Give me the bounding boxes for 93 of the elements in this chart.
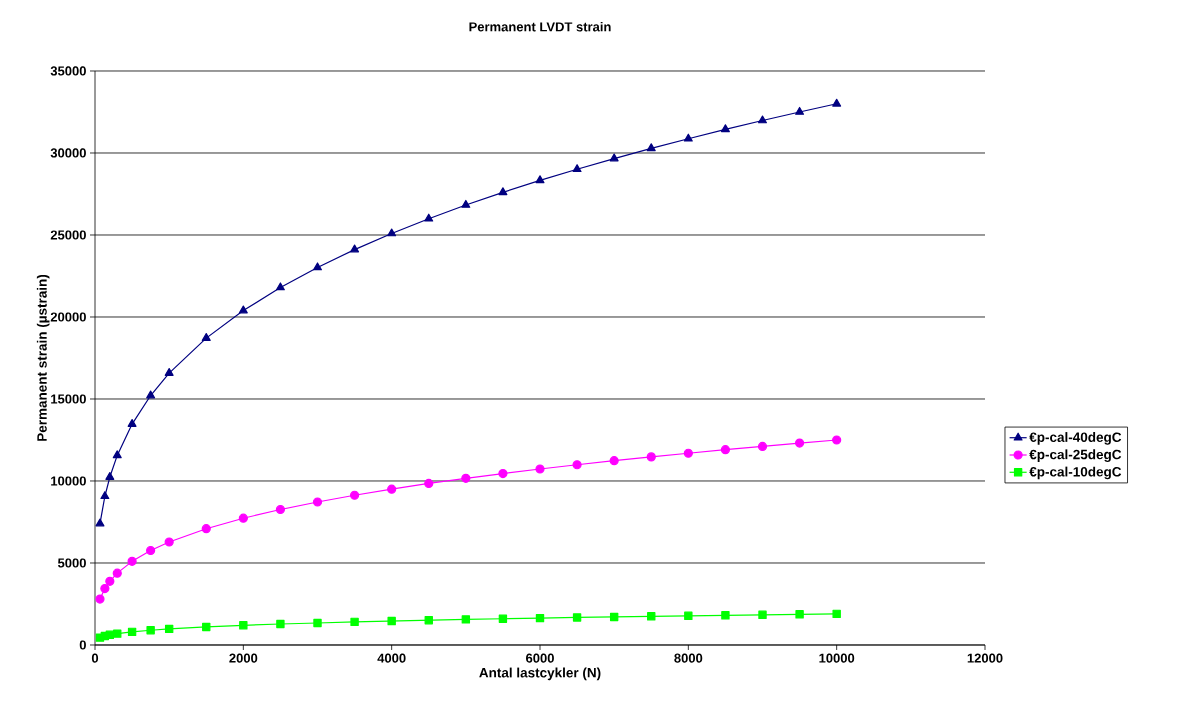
point bbox=[683, 133, 693, 142]
point bbox=[498, 469, 508, 479]
point bbox=[498, 614, 508, 623]
y-axis-title: Permanent strain (µstrain) bbox=[36, 274, 50, 441]
point bbox=[201, 524, 211, 534]
legend-label: €p-cal-10degC bbox=[1029, 466, 1122, 480]
point bbox=[164, 624, 174, 634]
point bbox=[127, 418, 137, 427]
point bbox=[757, 441, 768, 451]
point bbox=[313, 262, 322, 271]
y-tick-label: 20000 bbox=[50, 312, 86, 322]
x-tick-label: 8000 bbox=[674, 653, 703, 663]
point bbox=[424, 616, 433, 625]
point bbox=[276, 619, 285, 629]
point bbox=[387, 228, 397, 237]
point bbox=[387, 484, 397, 494]
point bbox=[127, 556, 137, 566]
point bbox=[424, 213, 434, 222]
point bbox=[95, 594, 105, 604]
y-tick-label: 30000 bbox=[50, 148, 86, 158]
point bbox=[832, 435, 842, 445]
point bbox=[683, 448, 693, 458]
point bbox=[349, 490, 360, 500]
x-tick-label: 10000 bbox=[819, 653, 855, 663]
point bbox=[646, 452, 656, 462]
point bbox=[146, 545, 156, 556]
point bbox=[275, 504, 286, 515]
point bbox=[350, 244, 360, 253]
point bbox=[646, 143, 656, 152]
x-tick-label: 4000 bbox=[377, 653, 406, 663]
point bbox=[758, 115, 767, 124]
point bbox=[95, 518, 105, 527]
point bbox=[312, 497, 323, 507]
x-axis-title: Antal lastcykler (N) bbox=[479, 667, 601, 681]
point bbox=[239, 621, 248, 630]
point bbox=[832, 98, 842, 107]
point bbox=[794, 438, 805, 448]
point bbox=[461, 199, 471, 208]
point bbox=[350, 617, 359, 627]
legend-label: €p-cal-40degC bbox=[1029, 432, 1122, 445]
point bbox=[146, 390, 156, 399]
point bbox=[572, 164, 582, 173]
point bbox=[313, 618, 322, 628]
point bbox=[105, 471, 115, 480]
point bbox=[609, 456, 619, 466]
y-tick-label: 15000 bbox=[51, 394, 86, 404]
point bbox=[238, 513, 248, 523]
point bbox=[720, 124, 730, 133]
x-tick-label: 6000 bbox=[526, 653, 554, 663]
point bbox=[609, 153, 619, 162]
point bbox=[100, 583, 110, 594]
point bbox=[112, 568, 122, 578]
point bbox=[720, 445, 731, 455]
point bbox=[832, 609, 841, 619]
x-tick-label: 0 bbox=[91, 653, 99, 663]
point bbox=[461, 473, 471, 483]
point bbox=[684, 611, 693, 620]
point bbox=[113, 629, 122, 638]
point bbox=[164, 367, 174, 376]
point bbox=[202, 622, 211, 632]
point bbox=[609, 612, 619, 622]
legend-label: €p-cal-25degC bbox=[1029, 449, 1122, 462]
point bbox=[572, 613, 582, 622]
point bbox=[105, 576, 115, 586]
point bbox=[498, 187, 508, 196]
point bbox=[721, 611, 730, 620]
chart-title: Permanent LVDT strain bbox=[469, 21, 611, 32]
point bbox=[387, 616, 396, 626]
point bbox=[424, 478, 434, 489]
x-tick-label: 2000 bbox=[229, 653, 258, 663]
y-tick-label: 10000 bbox=[51, 476, 86, 486]
point bbox=[100, 491, 110, 500]
y-tick-label: 35000 bbox=[50, 66, 86, 76]
point bbox=[795, 610, 804, 619]
point bbox=[795, 106, 805, 115]
point bbox=[758, 610, 767, 620]
point bbox=[535, 613, 545, 623]
point bbox=[146, 626, 155, 635]
point bbox=[275, 282, 285, 291]
point bbox=[647, 612, 656, 621]
point bbox=[572, 460, 582, 470]
point bbox=[201, 333, 211, 341]
point bbox=[461, 615, 471, 624]
point bbox=[164, 537, 174, 547]
point bbox=[535, 175, 545, 184]
point bbox=[112, 450, 122, 459]
point bbox=[127, 627, 137, 637]
x-tick-label: 12000 bbox=[967, 653, 1003, 663]
point bbox=[238, 305, 248, 314]
y-tick-label: 25000 bbox=[50, 230, 86, 240]
y-tick-label: 5000 bbox=[57, 558, 86, 568]
point bbox=[535, 464, 545, 474]
y-tick-label: 0 bbox=[79, 640, 86, 650]
